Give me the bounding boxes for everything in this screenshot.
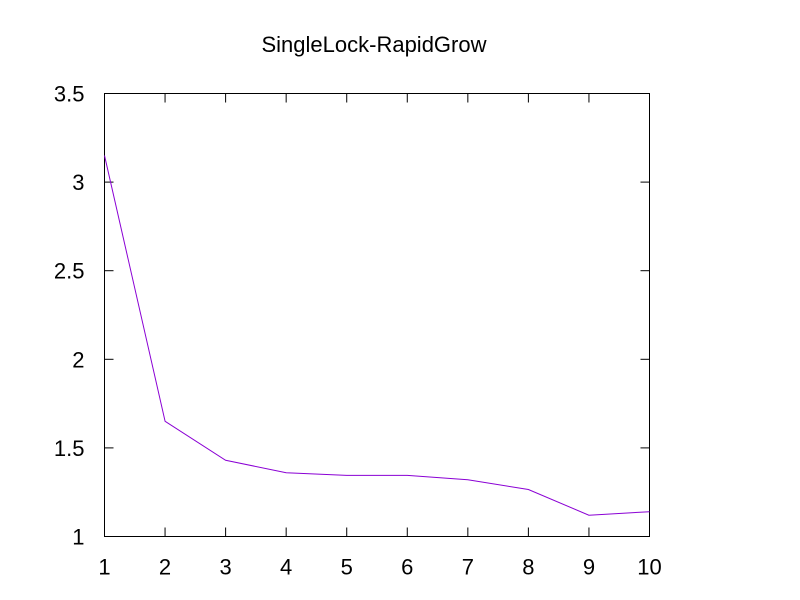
y-tick-label: 3 (72, 170, 84, 195)
tick-marks (104, 93, 650, 537)
chart-title: SingleLock-RapidGrow (261, 32, 487, 57)
x-tick-label: 4 (280, 555, 292, 580)
y-tick-label: 2.5 (54, 259, 85, 284)
x-tick-label: 6 (401, 555, 413, 580)
series-line (104, 155, 650, 516)
x-tick-label: 8 (522, 555, 534, 580)
y-tick-label: 3.5 (54, 82, 85, 107)
x-tick-labels: 1 2 3 4 5 6 7 8 9 10 (98, 555, 661, 580)
plot-frame (104, 93, 650, 537)
x-tick-label: 9 (583, 555, 595, 580)
x-tick-label: 10 (637, 555, 661, 580)
y-tick-labels: 1 1.5 2 2.5 3 3.5 (54, 82, 85, 550)
x-tick-label: 2 (159, 555, 171, 580)
x-tick-label: 1 (98, 555, 110, 580)
x-tick-label: 7 (462, 555, 474, 580)
series-group (104, 155, 650, 516)
x-tick-label: 5 (341, 555, 353, 580)
y-tick-label: 1.5 (54, 436, 85, 461)
x-tick-label: 3 (219, 555, 231, 580)
y-tick-label: 2 (72, 347, 84, 372)
y-tick-label: 1 (72, 525, 84, 550)
